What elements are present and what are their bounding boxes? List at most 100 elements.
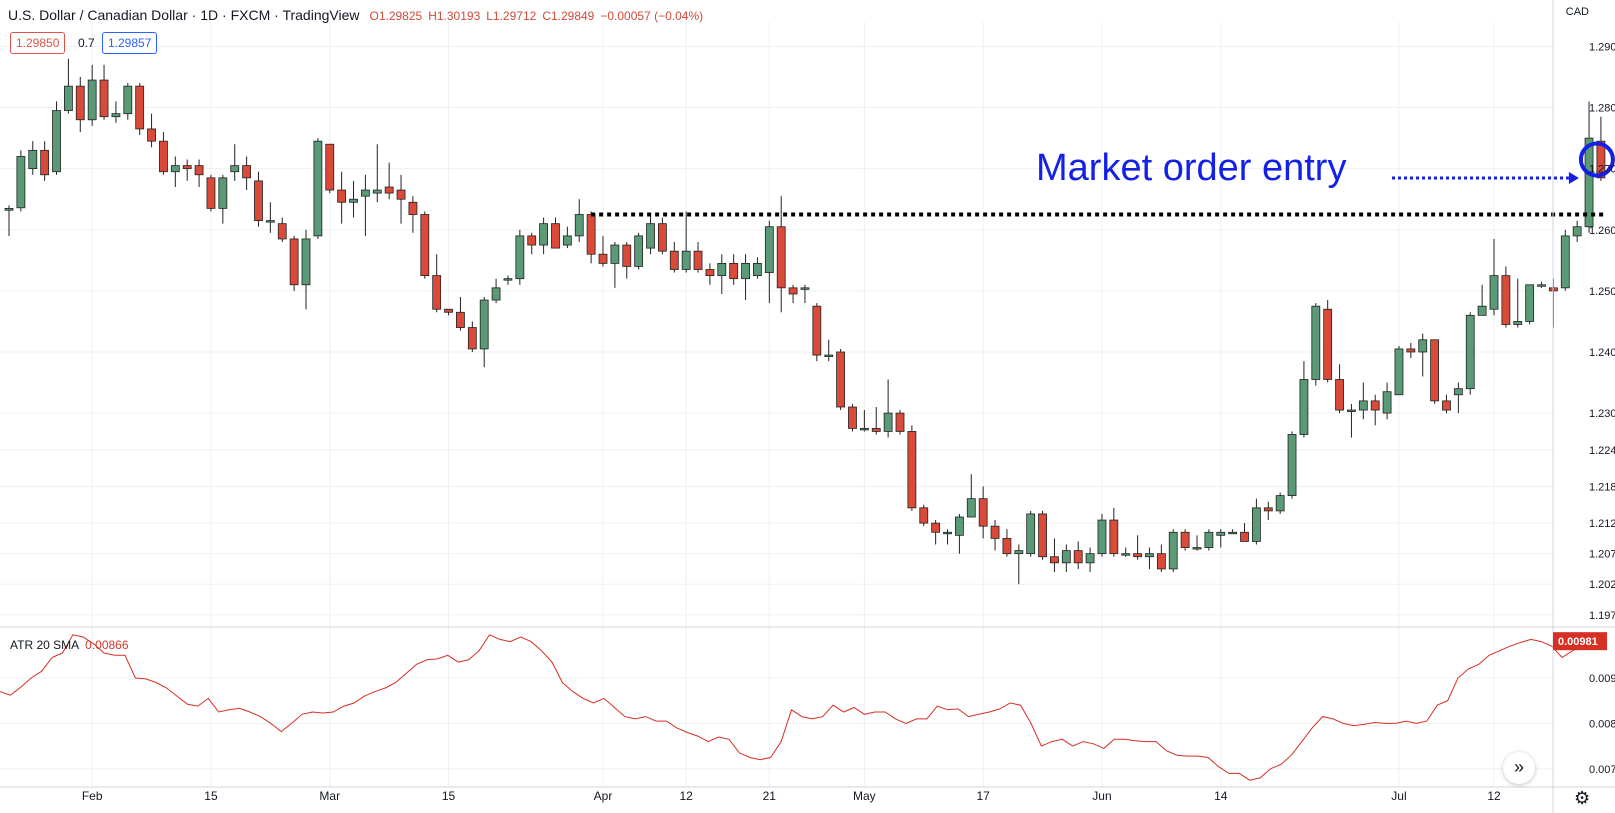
candle-body [1560,235,1570,289]
candle [943,529,952,545]
candle-body [1584,137,1594,228]
candle-body [147,128,156,142]
candle [1026,510,1036,557]
candle-body [1596,140,1606,179]
candle [1477,284,1487,316]
candle-body [1109,519,1119,555]
candle [610,242,620,288]
candle [871,407,881,435]
candle-body [1358,400,1368,411]
candle-body [1240,531,1249,542]
candle-body [883,412,893,432]
candle [1097,513,1107,557]
candle-body [408,201,418,215]
candle-body [1513,321,1523,325]
candle [1584,101,1594,233]
candle-body [1465,314,1475,390]
atr-legend[interactable]: ATR 20 SMA 0.00866 [10,638,129,652]
candle-body [301,238,311,286]
sell-price-button[interactable]: 1.29850 [10,32,66,54]
candle-body [966,498,976,518]
candle [1133,535,1142,560]
gear-icon[interactable]: ⚙ [1574,788,1591,808]
candle-body [705,269,715,277]
atr-grid [0,677,1553,770]
candle-body [764,226,774,273]
x-tick-label: Mar [319,789,340,803]
annotation-arrowhead [1568,172,1579,184]
currency-label[interactable]: CAD [1565,6,1589,18]
candle-body [1453,388,1463,396]
candle-body [1192,547,1202,550]
symbol-title[interactable]: U.S. Dollar / Canadian Dollar · 1D · FXC… [8,7,360,23]
candle [360,174,370,236]
candle [467,321,477,352]
candle [1228,529,1238,535]
candle-body [372,189,382,194]
candle [1299,361,1309,438]
candle [135,83,145,136]
candle-body [479,299,489,350]
atr-y-tick-label: 0.00800 [1589,718,1615,730]
candle [1121,547,1131,557]
candle-body [586,214,596,255]
candle [242,156,252,191]
candle-body [1418,339,1428,353]
candle-body [812,305,822,356]
candle-body [693,250,703,270]
candle-body [75,85,85,121]
candle [1038,510,1047,560]
candle-body [135,85,145,130]
candle [75,77,85,132]
candle-body [194,165,204,176]
candle [254,171,263,227]
y-tick-label: 1.19700 [1589,610,1615,622]
candle-body [1026,513,1036,555]
candle [598,235,608,267]
change-value: −0.00057 (−0.04%) [600,9,704,23]
candle-body [753,262,762,277]
candle [1002,529,1012,557]
candle-body [1311,305,1321,380]
buy-price-button[interactable]: 1.29857 [102,32,158,54]
candle-body [919,507,929,524]
candle [123,83,133,120]
candle [1168,529,1178,572]
candle-body [848,406,857,429]
candle-body [907,431,917,509]
candle [408,196,418,233]
candle-body [1430,339,1439,402]
candle [456,297,465,331]
candle [515,229,525,285]
candlestick-series [4,58,1606,585]
candle-body [159,140,168,173]
candle-body [1394,348,1404,396]
candle-body [1477,305,1487,316]
candle-body [1287,434,1297,497]
candle [170,156,180,187]
candle-body [242,165,252,179]
platform-label: TradingView [282,7,360,23]
candle-body [1002,537,1012,555]
candle-body [277,223,287,240]
exchange-label: FXCM [230,7,271,23]
candle [1406,342,1416,359]
candle [1014,544,1024,585]
low-value: L1.29712 [486,9,537,23]
candle-body [28,149,38,170]
candle [919,504,929,527]
candle [824,339,834,362]
candle-body [1537,284,1546,287]
scroll-to-realtime-button[interactable]: » [1503,752,1535,784]
candle [551,217,560,249]
atr-value: 0.00866 [85,638,129,652]
candle [444,308,453,316]
entry-circle [1578,141,1615,178]
candle [1572,220,1582,242]
candle [1370,394,1380,426]
candle-body [1406,348,1416,353]
candle [337,171,347,224]
ohlc-values: O1.29825 H1.30193 L1.29712 C1.29849 −0.0… [369,9,703,23]
